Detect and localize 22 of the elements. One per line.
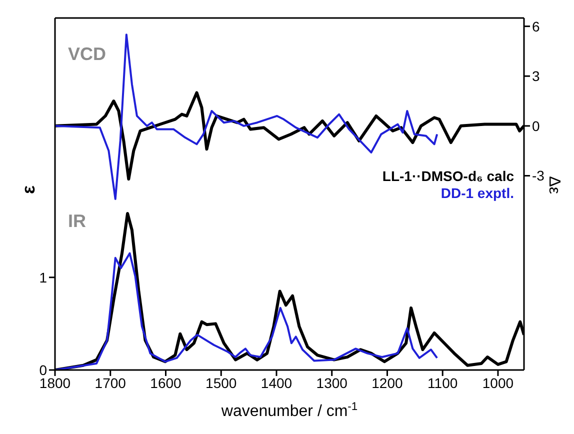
x-tick-label: 1800 (39, 374, 71, 391)
x-tick-label: 1200 (372, 374, 404, 391)
text: LL-1··DMSO-d₆ calc (382, 168, 514, 185)
x-tick-label: 1300 (316, 374, 348, 391)
x-tick-label: 1700 (94, 374, 126, 391)
y-axis-title: ε (18, 185, 38, 194)
x-tick-label: 1400 (260, 374, 292, 391)
y2-tick-label: 6 (532, 18, 540, 34)
text: DD-1 exptl. (440, 185, 514, 202)
x-axis-title: wavenumber / cm$^{-1}$ (220, 401, 358, 420)
y2-axis-title: Δε (545, 176, 562, 194)
annotation: IR (68, 211, 86, 232)
x-tick-label: 1100 (428, 374, 458, 391)
line-series (55, 252, 438, 370)
y-tick-label: 1 (39, 269, 48, 286)
y2-tick-label: 3 (532, 68, 540, 84)
x-tick-label: 1000 (482, 374, 514, 391)
y2-tick-label: -3 (532, 168, 545, 184)
annotation: VCD (68, 44, 106, 65)
x-tick-label: 1500 (206, 374, 237, 391)
x-tick-label: 1600 (150, 374, 182, 391)
y2-tick-label: 0 (532, 118, 540, 134)
